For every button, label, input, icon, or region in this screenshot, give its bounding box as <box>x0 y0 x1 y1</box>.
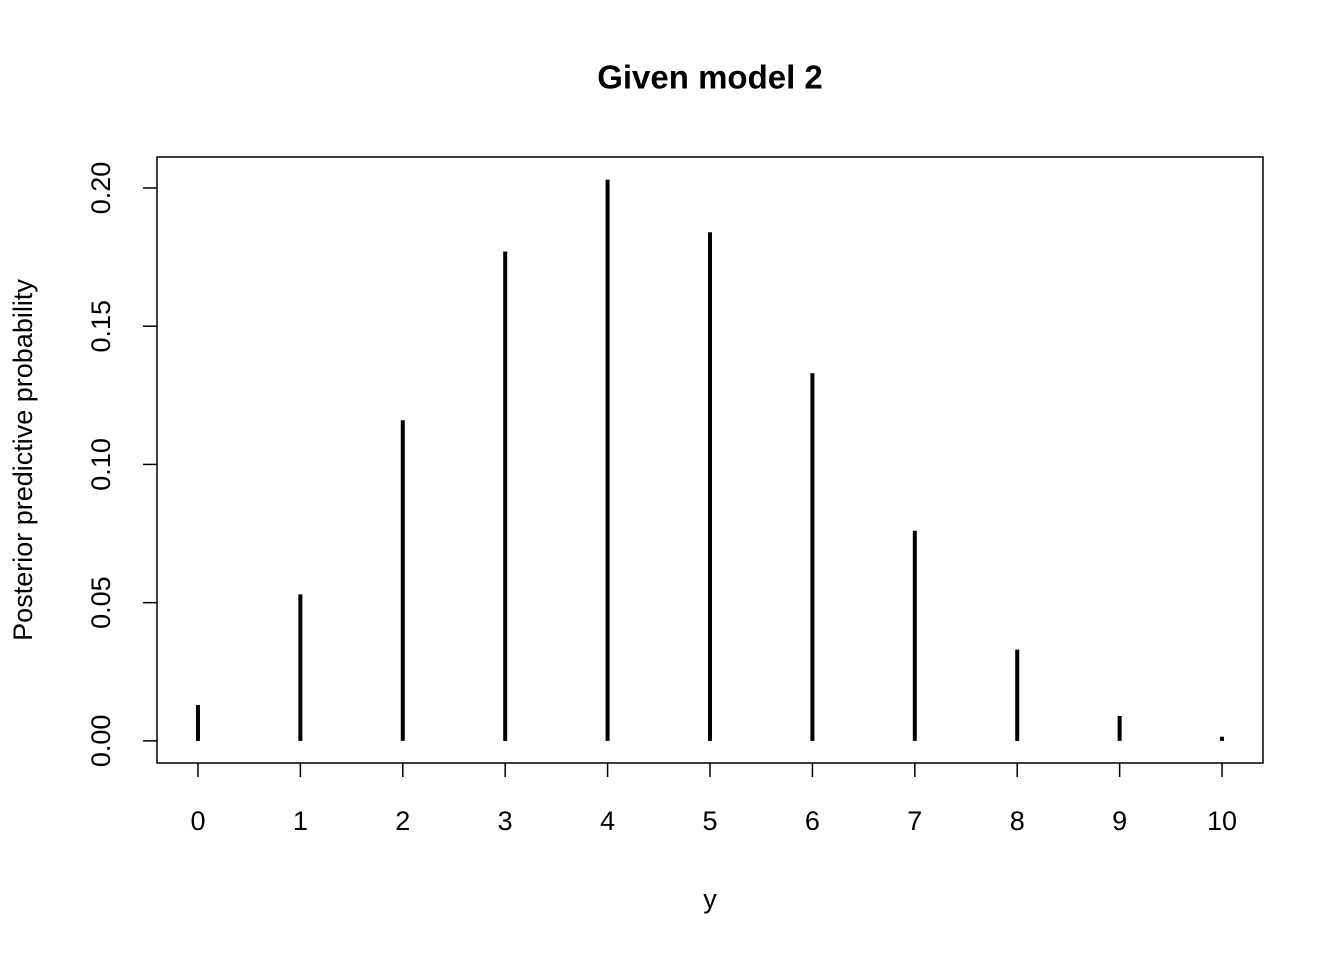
x-tick-label: 10 <box>1207 806 1237 836</box>
x-tick-label: 0 <box>190 806 205 836</box>
x-tick-label: 2 <box>395 806 410 836</box>
y-axis-label: Posterior predictive probability <box>8 279 38 641</box>
x-axis-label: y <box>703 884 717 914</box>
x-tick-label: 8 <box>1010 806 1025 836</box>
x-tick-label: 6 <box>805 806 820 836</box>
y-tick-label: 0.10 <box>86 438 116 491</box>
y-tick-label: 0.05 <box>86 576 116 629</box>
x-tick-label: 1 <box>293 806 308 836</box>
x-tick-label: 3 <box>498 806 513 836</box>
y-tick-label: 0.20 <box>86 162 116 215</box>
x-tick-label: 5 <box>702 806 717 836</box>
x-tick-label: 9 <box>1112 806 1127 836</box>
x-tick-label: 7 <box>907 806 922 836</box>
y-tick-label: 0.15 <box>86 300 116 353</box>
chart-title: Given model 2 <box>597 59 823 96</box>
y-tick-label: 0.00 <box>86 715 116 768</box>
x-tick-label: 4 <box>600 806 615 836</box>
